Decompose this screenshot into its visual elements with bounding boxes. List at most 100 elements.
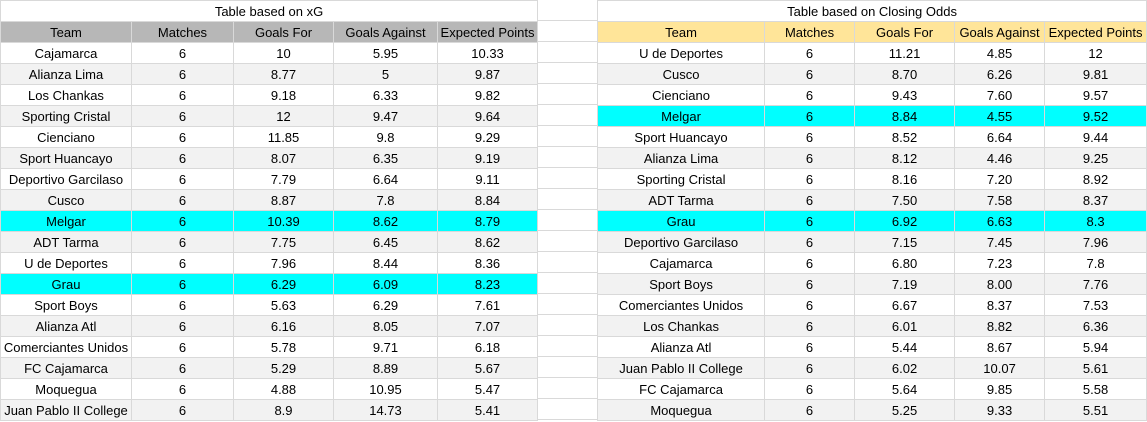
cell-expected-points[interactable]: 9.44 <box>1044 126 1147 148</box>
cell-expected-points[interactable]: 5.94 <box>1044 336 1147 358</box>
cell-expected-points[interactable]: 6.18 <box>436 336 539 358</box>
cell-matches[interactable]: 6 <box>131 210 234 232</box>
cell-expected-points[interactable]: 8.92 <box>1044 168 1147 190</box>
cell-matches[interactable]: 6 <box>131 42 234 64</box>
cell-team[interactable]: Sport Boys <box>597 273 766 295</box>
cell-team[interactable]: U de Deportes <box>597 42 766 64</box>
cell-team[interactable]: Cajamarca <box>0 42 132 64</box>
cell-matches[interactable]: 6 <box>764 273 856 295</box>
cell-goals-against[interactable]: 7.45 <box>954 231 1046 253</box>
cell-team[interactable]: Cienciano <box>0 126 132 148</box>
cell-goals-against[interactable]: 14.73 <box>333 399 438 421</box>
cell-matches[interactable]: 6 <box>764 378 856 400</box>
cell-matches[interactable]: 6 <box>131 126 234 148</box>
cell-expected-points[interactable]: 9.11 <box>436 168 539 190</box>
column-header-team[interactable]: Team <box>0 21 132 43</box>
cell-goals-against[interactable]: 7.60 <box>954 84 1046 106</box>
cell-goals-for[interactable]: 8.9 <box>233 399 334 421</box>
cell-matches[interactable]: 6 <box>131 168 234 190</box>
column-header-team[interactable]: Team <box>597 21 766 43</box>
cell-matches[interactable]: 6 <box>131 336 234 358</box>
cell-goals-against[interactable]: 4.85 <box>954 42 1046 64</box>
cell-goals-for[interactable]: 8.12 <box>854 147 956 169</box>
cell-goals-for[interactable]: 10 <box>233 42 334 64</box>
cell-expected-points[interactable]: 9.57 <box>1044 84 1147 106</box>
cell-goals-against[interactable]: 6.64 <box>954 126 1046 148</box>
cell-goals-for[interactable]: 5.63 <box>233 294 334 316</box>
cell-team[interactable]: Comerciantes Unidos <box>597 294 766 316</box>
closing-odds-table-title[interactable]: Table based on Closing Odds <box>597 0 1147 22</box>
column-header-matches[interactable]: Matches <box>131 21 234 43</box>
cell-goals-for[interactable]: 6.80 <box>854 252 956 274</box>
cell-expected-points[interactable]: 7.53 <box>1044 294 1147 316</box>
cell-expected-points[interactable]: 9.25 <box>1044 147 1147 169</box>
cell-team[interactable]: Comerciantes Unidos <box>0 336 132 358</box>
cell-goals-for[interactable]: 11.85 <box>233 126 334 148</box>
cell-goals-for[interactable]: 8.07 <box>233 147 334 169</box>
cell-matches[interactable]: 6 <box>764 252 856 274</box>
cell-goals-against[interactable]: 7.20 <box>954 168 1046 190</box>
cell-goals-for[interactable]: 7.75 <box>233 231 334 253</box>
cell-expected-points[interactable]: 9.29 <box>436 126 539 148</box>
cell-goals-against[interactable]: 9.47 <box>333 105 438 127</box>
column-header-goals-against[interactable]: Goals Against <box>954 21 1046 43</box>
cell-goals-for[interactable]: 7.50 <box>854 189 956 211</box>
cell-goals-against[interactable]: 9.85 <box>954 378 1046 400</box>
cell-team[interactable]: Alianza Atl <box>597 336 766 358</box>
cell-matches[interactable]: 6 <box>764 231 856 253</box>
cell-matches[interactable]: 6 <box>131 378 234 400</box>
cell-matches[interactable]: 6 <box>131 294 234 316</box>
cell-team[interactable]: Cusco <box>0 189 132 211</box>
cell-team[interactable]: Grau <box>0 273 132 295</box>
cell-goals-against[interactable]: 6.35 <box>333 147 438 169</box>
cell-goals-against[interactable]: 8.37 <box>954 294 1046 316</box>
cell-matches[interactable]: 6 <box>131 63 234 85</box>
cell-goals-for[interactable]: 4.88 <box>233 378 334 400</box>
cell-matches[interactable]: 6 <box>131 231 234 253</box>
cell-expected-points[interactable]: 8.37 <box>1044 189 1147 211</box>
cell-matches[interactable]: 6 <box>764 399 856 421</box>
cell-matches[interactable]: 6 <box>764 42 856 64</box>
cell-matches[interactable]: 6 <box>764 357 856 379</box>
cell-matches[interactable]: 6 <box>764 210 856 232</box>
cell-matches[interactable]: 6 <box>764 168 856 190</box>
column-header-goals-for[interactable]: Goals For <box>854 21 956 43</box>
cell-goals-for[interactable]: 5.78 <box>233 336 334 358</box>
cell-goals-for[interactable]: 8.77 <box>233 63 334 85</box>
cell-goals-for[interactable]: 8.16 <box>854 168 956 190</box>
cell-goals-against[interactable]: 7.58 <box>954 189 1046 211</box>
cell-goals-against[interactable]: 8.44 <box>333 252 438 274</box>
cell-goals-against[interactable]: 9.71 <box>333 336 438 358</box>
cell-goals-for[interactable]: 9.43 <box>854 84 956 106</box>
cell-goals-for[interactable]: 6.02 <box>854 357 956 379</box>
cell-expected-points[interactable]: 8.84 <box>436 189 539 211</box>
cell-goals-against[interactable]: 6.33 <box>333 84 438 106</box>
cell-goals-against[interactable]: 9.8 <box>333 126 438 148</box>
cell-team[interactable]: Alianza Atl <box>0 315 132 337</box>
cell-goals-for[interactable]: 6.29 <box>233 273 334 295</box>
cell-matches[interactable]: 6 <box>764 105 856 127</box>
cell-goals-for[interactable]: 7.19 <box>854 273 956 295</box>
cell-team[interactable]: Melgar <box>597 105 766 127</box>
cell-matches[interactable]: 6 <box>764 336 856 358</box>
cell-expected-points[interactable]: 9.19 <box>436 147 539 169</box>
cell-matches[interactable]: 6 <box>131 252 234 274</box>
cell-expected-points[interactable]: 5.51 <box>1044 399 1147 421</box>
cell-goals-for[interactable]: 8.52 <box>854 126 956 148</box>
cell-team[interactable]: Sporting Cristal <box>0 105 132 127</box>
cell-team[interactable]: Los Chankas <box>0 84 132 106</box>
cell-goals-against[interactable]: 8.00 <box>954 273 1046 295</box>
cell-team[interactable]: Cienciano <box>597 84 766 106</box>
cell-goals-for[interactable]: 11.21 <box>854 42 956 64</box>
cell-team[interactable]: FC Cajamarca <box>0 357 132 379</box>
cell-expected-points[interactable]: 5.41 <box>436 399 539 421</box>
cell-goals-against[interactable]: 10.95 <box>333 378 438 400</box>
cell-goals-against[interactable]: 8.82 <box>954 315 1046 337</box>
cell-matches[interactable]: 6 <box>131 357 234 379</box>
cell-goals-against[interactable]: 8.89 <box>333 357 438 379</box>
cell-team[interactable]: Los Chankas <box>597 315 766 337</box>
cell-expected-points[interactable]: 5.47 <box>436 378 539 400</box>
cell-matches[interactable]: 6 <box>131 84 234 106</box>
cell-team[interactable]: FC Cajamarca <box>597 378 766 400</box>
cell-expected-points[interactable]: 8.3 <box>1044 210 1147 232</box>
